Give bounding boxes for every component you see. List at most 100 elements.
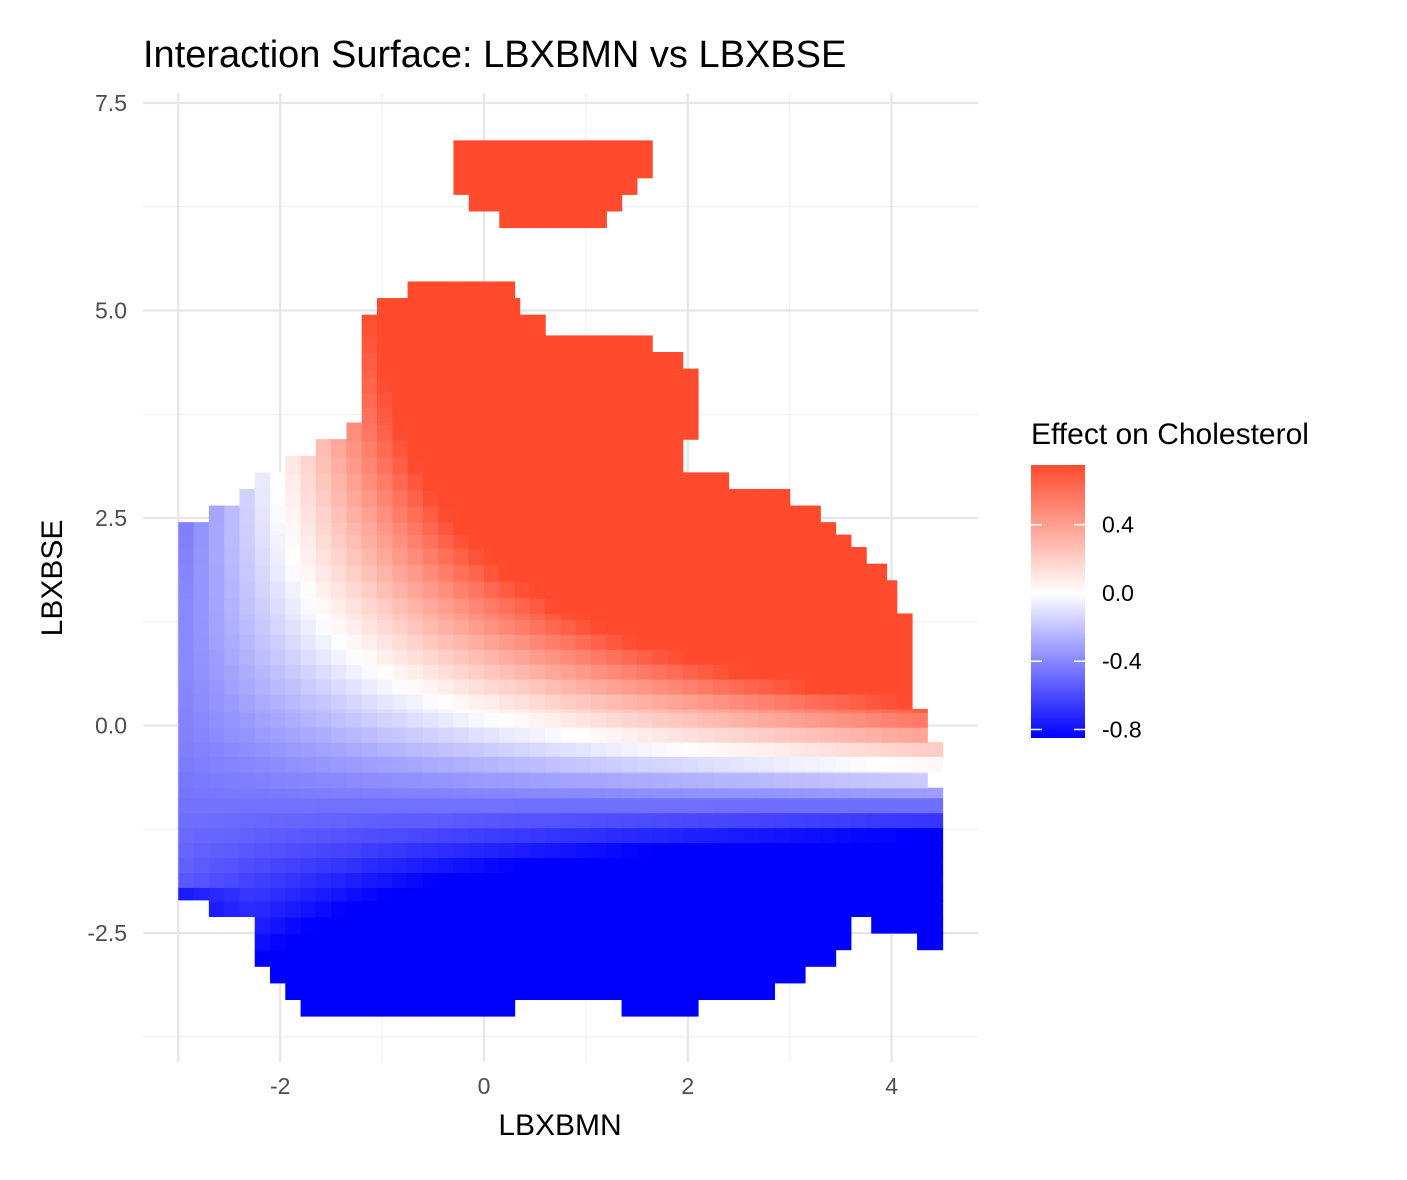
heatmap-tile [392,899,409,903]
heatmap-tile [896,693,913,710]
heatmap-tile [239,772,256,789]
heatmap-tile [575,439,592,442]
heatmap-tile [636,812,653,829]
heatmap-tile [407,984,424,1000]
heatmap-tile [407,933,424,936]
heatmap-tile [545,634,562,650]
heatmap-tile [804,901,821,917]
heatmap-tile [774,967,791,984]
heatmap-tile [315,534,332,548]
heatmap-tile [774,933,791,936]
heatmap-tile [453,368,470,379]
heatmap-tile [636,488,653,492]
heatmap-tile [835,679,852,695]
heatmap-tile [438,693,455,710]
heatmap-tile [422,422,439,425]
heatmap-tile [560,771,577,774]
heatmap-tile [759,712,776,728]
heatmap-tile [697,649,714,665]
heatmap-tile [896,901,913,917]
heatmap-tile [438,299,455,316]
heatmap-tile [575,679,592,695]
heatmap-tile [667,1001,684,1017]
heatmap-tile [484,565,500,581]
heatmap-tile [896,771,913,774]
heatmap-tile [346,999,363,1002]
heatmap-tile [407,565,424,581]
heatmap-tile [438,298,455,301]
heatmap-tile [300,827,317,844]
heatmap-tile [820,771,837,774]
heatmap-tile [820,522,837,536]
heatmap-tile [178,771,195,774]
heatmap-tile [208,727,225,743]
heatmap-tile [270,787,286,799]
heatmap-tile [759,772,776,789]
heatmap-tile [361,771,378,774]
heatmap-tile [743,679,760,695]
heatmap-tile [866,887,882,901]
heatmap-tile [377,422,393,425]
heatmap-tile [682,596,699,600]
heatmap-tile [728,756,745,772]
heatmap-tile [377,565,393,581]
heatmap-tile [270,580,286,583]
heatmap-tile [652,440,669,457]
heatmap-tile [545,474,562,490]
heatmap-tile [590,967,607,984]
heatmap-tile [728,596,745,600]
heatmap-tile [667,899,684,903]
heatmap-tile [315,916,332,919]
heatmap-tile [667,505,684,508]
heatmap-tile [285,727,302,743]
heatmap-tile [392,619,409,635]
heatmap-tile [468,177,485,180]
heatmap-tile [208,787,225,799]
heatmap-tile [713,712,730,728]
heatmap-tile [529,565,546,581]
heatmap-tile [911,857,928,874]
heatmap-tile [453,299,470,316]
heatmap-tile [621,916,638,919]
heatmap-tile [820,598,837,615]
heatmap-tile [514,298,521,301]
heatmap-tile [208,598,225,615]
heatmap-tile [759,565,776,581]
heatmap-tile [361,1001,378,1017]
heatmap-tile [239,488,256,492]
heatmap-tile [590,490,607,507]
heatmap-tile [850,664,867,680]
heatmap-tile [667,488,684,492]
heatmap-tile [270,842,286,859]
heatmap-tile [438,934,455,951]
heatmap-tile [667,634,684,650]
heatmap-tile [422,547,439,550]
heatmap-tile [361,337,378,353]
heatmap-tile [407,424,424,440]
heatmap-tile [270,772,286,789]
heatmap-tile [545,177,562,180]
heatmap-tile [682,377,699,394]
heatmap-tile [575,472,592,475]
heatmap-tile [239,787,256,799]
heatmap-tile [804,619,821,635]
heatmap-tile [285,474,302,490]
heatmap-tile [468,999,485,1002]
heatmap-tile [682,772,699,789]
heatmap-tile [636,457,653,473]
heatmap-tile [743,488,760,492]
heatmap-tile [728,619,745,635]
heatmap-tile [591,352,607,355]
heatmap-tile [789,712,806,728]
heatmap-tile [621,967,638,984]
heatmap-tile [621,708,638,713]
heatmap-tile [697,872,714,888]
heatmap-tile [621,649,638,665]
heatmap-tile [377,842,393,859]
heatmap-tile [850,756,867,772]
heatmap-tile [590,522,607,536]
heatmap-tile [239,797,256,814]
heatmap-tile [636,984,653,1000]
heatmap-tile [193,534,210,548]
heatmap-tile [285,619,302,635]
